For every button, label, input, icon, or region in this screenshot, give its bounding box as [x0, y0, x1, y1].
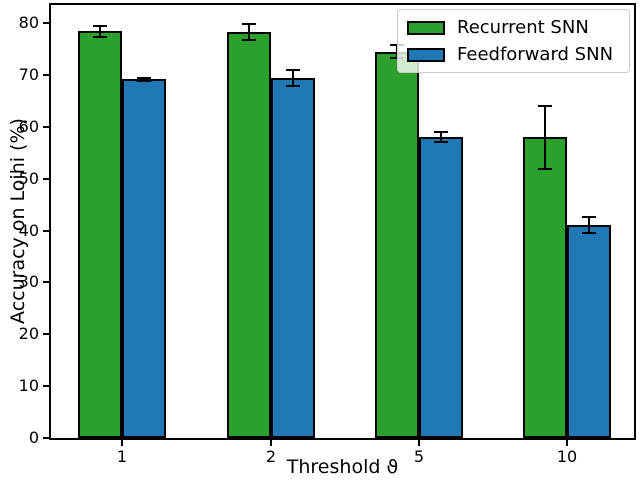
bar-recurrent-2 [227, 32, 271, 438]
error-cap-bottom-feedforward-10 [582, 231, 596, 234]
legend-swatch-feedforward-icon [407, 47, 445, 62]
error-cap-bottom-recurrent-1 [93, 35, 107, 38]
bar-recurrent-5 [375, 52, 419, 438]
y-tick-label-30: 30 [18, 272, 39, 292]
y-tick-80 [43, 22, 49, 25]
y-tick-label-70: 70 [18, 65, 39, 84]
error-cap-top-recurrent-2 [242, 23, 256, 26]
error-cap-top-feedforward-5 [434, 131, 448, 134]
error-bar-recurrent-2 [248, 24, 250, 40]
error-cap-bottom-feedforward-2 [286, 84, 300, 87]
bar-feedforward-10 [567, 225, 611, 438]
error-bar-feedforward-5 [440, 132, 442, 143]
plot-area: 0 10 20 30 40 50 60 70 80 1 2 5 10 [19, 3, 636, 466]
x-tick-label-1: 1 [116, 447, 128, 466]
error-cap-top-recurrent-10 [538, 104, 552, 107]
y-tick-0 [43, 437, 49, 439]
legend-item-recurrent: Recurrent SNN [407, 16, 620, 39]
y-tick-50 [43, 177, 49, 180]
legend-item-feedforward: Feedforward SNN [407, 43, 620, 66]
y-tick-label-10: 10 [18, 376, 39, 396]
x-tick-2 [270, 440, 272, 446]
error-bar-feedforward-1 [143, 77, 145, 81]
x-tick-1 [121, 440, 123, 446]
legend-label-feedforward: Feedforward SNN [457, 43, 614, 65]
error-cap-bottom-feedforward-1 [137, 79, 151, 82]
error-cap-bottom-recurrent-10 [538, 167, 552, 170]
y-tick-10 [43, 385, 49, 388]
x-tick-5 [418, 440, 420, 446]
legend: Recurrent SNN Feedforward SNN [397, 9, 630, 73]
x-tick-10 [566, 440, 568, 446]
error-bar-feedforward-10 [588, 217, 590, 233]
error-cap-top-feedforward-2 [286, 69, 300, 72]
y-tick-20 [43, 333, 49, 336]
error-bar-recurrent-10 [544, 105, 546, 169]
error-cap-top-recurrent-1 [93, 25, 107, 28]
error-cap-top-feedforward-10 [582, 216, 596, 219]
bar-feedforward-5 [419, 137, 463, 438]
error-cap-top-feedforward-1 [137, 76, 151, 79]
bar-feedforward-1 [122, 79, 166, 438]
error-cap-bottom-feedforward-5 [434, 141, 448, 144]
bar-feedforward-2 [271, 78, 315, 438]
y-tick-label-80: 80 [18, 13, 39, 33]
y-tick-label-0: 0 [28, 428, 39, 447]
legend-swatch-recurrent-icon [407, 20, 445, 35]
error-bar-recurrent-1 [99, 26, 101, 37]
x-tick-label-2: 2 [265, 447, 277, 466]
y-tick-label-40: 40 [18, 220, 39, 240]
bar-recurrent-10 [523, 137, 567, 438]
y-tick-label-60: 60 [18, 116, 39, 136]
y-tick-60 [43, 125, 49, 128]
y-tick-40 [43, 229, 49, 232]
y-tick-30 [43, 281, 49, 284]
error-cap-bottom-recurrent-2 [242, 38, 256, 41]
x-tick-label-10: 10 [556, 447, 578, 466]
y-tick-label-50: 50 [18, 168, 39, 188]
legend-label-recurrent: Recurrent SNN [457, 16, 589, 38]
y-tick-label-20: 20 [18, 324, 39, 344]
x-axis-label: Threshold ϑ [286, 456, 399, 478]
x-tick-label-5: 5 [413, 447, 425, 466]
error-bar-feedforward-2 [292, 70, 294, 86]
y-tick-70 [43, 74, 49, 76]
bar-recurrent-1 [78, 31, 122, 438]
